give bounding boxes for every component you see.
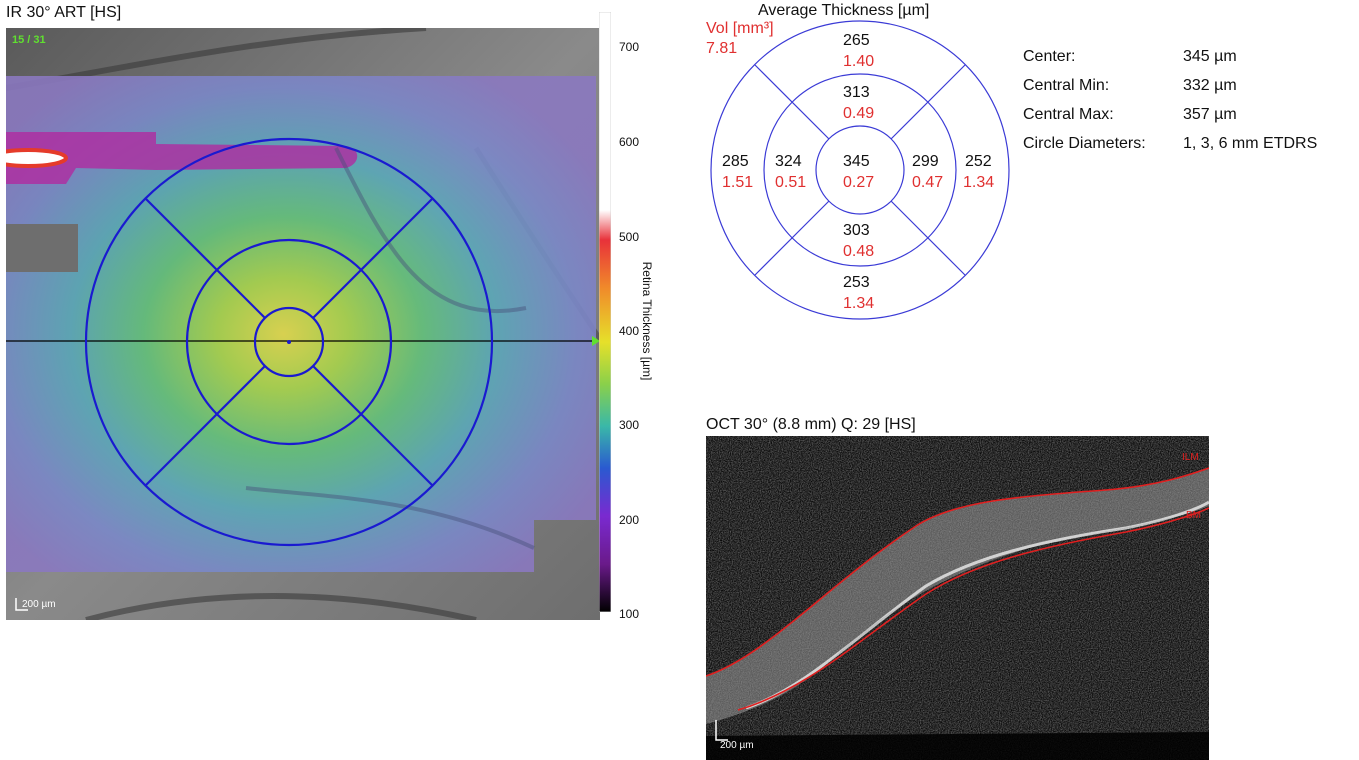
oct-title: OCT 30° (8.8 mm) Q: 29 [HS] [706,416,916,433]
stat-value: 332 µm [1183,76,1237,94]
colorbar-tick: 200 [619,513,640,527]
etdrs-title: Average Thickness [µm] [758,2,930,19]
fundus-thickness-map[interactable] [6,28,600,620]
colorbar-tick: 700 [619,40,640,54]
colorbar-tick: 300 [619,418,640,432]
stat-row: Circle Diameters: 1, 3, 6 mm ETDRS [1023,129,1317,158]
outer-superior-thickness: 265 [843,32,870,49]
total-volume: 7.81 [706,40,738,57]
colorbar-tick: 500 [619,230,640,244]
ir-scale-label: 200 µm [22,599,56,610]
stat-label: Circle Diameters: [1023,134,1146,152]
vol-label: Vol [mm³] [706,20,774,37]
outer-inferior-volume: 1.34 [843,295,875,312]
inner-superior-thickness: 313 [843,84,870,101]
stat-value: 1, 3, 6 mm ETDRS [1183,134,1318,152]
etdrs-grid [710,20,1010,320]
stat-label: Center: [1023,47,1076,65]
stat-row: Center: 345 µm [1023,42,1317,71]
colorbar-tick: 600 [619,135,640,149]
inner-superior-volume: 0.49 [843,105,875,122]
center-volume: 0.27 [843,174,875,191]
stat-label: Central Min: [1023,76,1110,94]
inner-nasal-volume: 0.47 [912,174,944,191]
center-thickness: 345 [843,153,870,170]
slice-counter: 15 / 31 [12,34,46,46]
outer-nasal-volume: 1.34 [963,174,995,191]
bm-label: BM [1186,510,1201,521]
stat-label: Central Max: [1023,105,1114,123]
stat-value: 345 µm [1183,47,1237,65]
colorbar-tick: 400 [619,324,640,338]
inner-temporal-volume: 0.51 [775,174,807,191]
thickness-stats: Center: 345 µm Central Min: 332 µm Centr… [1023,42,1317,158]
outer-nasal-thickness: 252 [965,153,992,170]
outer-temporal-thickness: 285 [722,153,749,170]
colorbar-tick: 100 [619,607,640,621]
inner-inferior-thickness: 303 [843,222,870,239]
stat-row: Central Min: 332 µm [1023,71,1317,100]
ilm-label: ILM [1182,452,1199,463]
ir-title: IR 30° ART [HS] [6,4,122,21]
oct-scale-label: 200 µm [720,740,754,751]
inner-temporal-thickness: 324 [775,153,802,170]
outer-temporal-volume: 1.51 [722,174,754,191]
outer-superior-volume: 1.40 [843,53,875,70]
oct-bscan[interactable] [706,436,1209,760]
inner-inferior-volume: 0.48 [843,243,875,260]
thickness-colorbar [599,12,611,612]
colorbar-label: Retina Thickness [µm] [640,261,654,381]
stat-value: 357 µm [1183,105,1237,123]
outer-inferior-thickness: 253 [843,274,870,291]
inner-nasal-thickness: 299 [912,153,939,170]
stat-row: Central Max: 357 µm [1023,100,1317,129]
